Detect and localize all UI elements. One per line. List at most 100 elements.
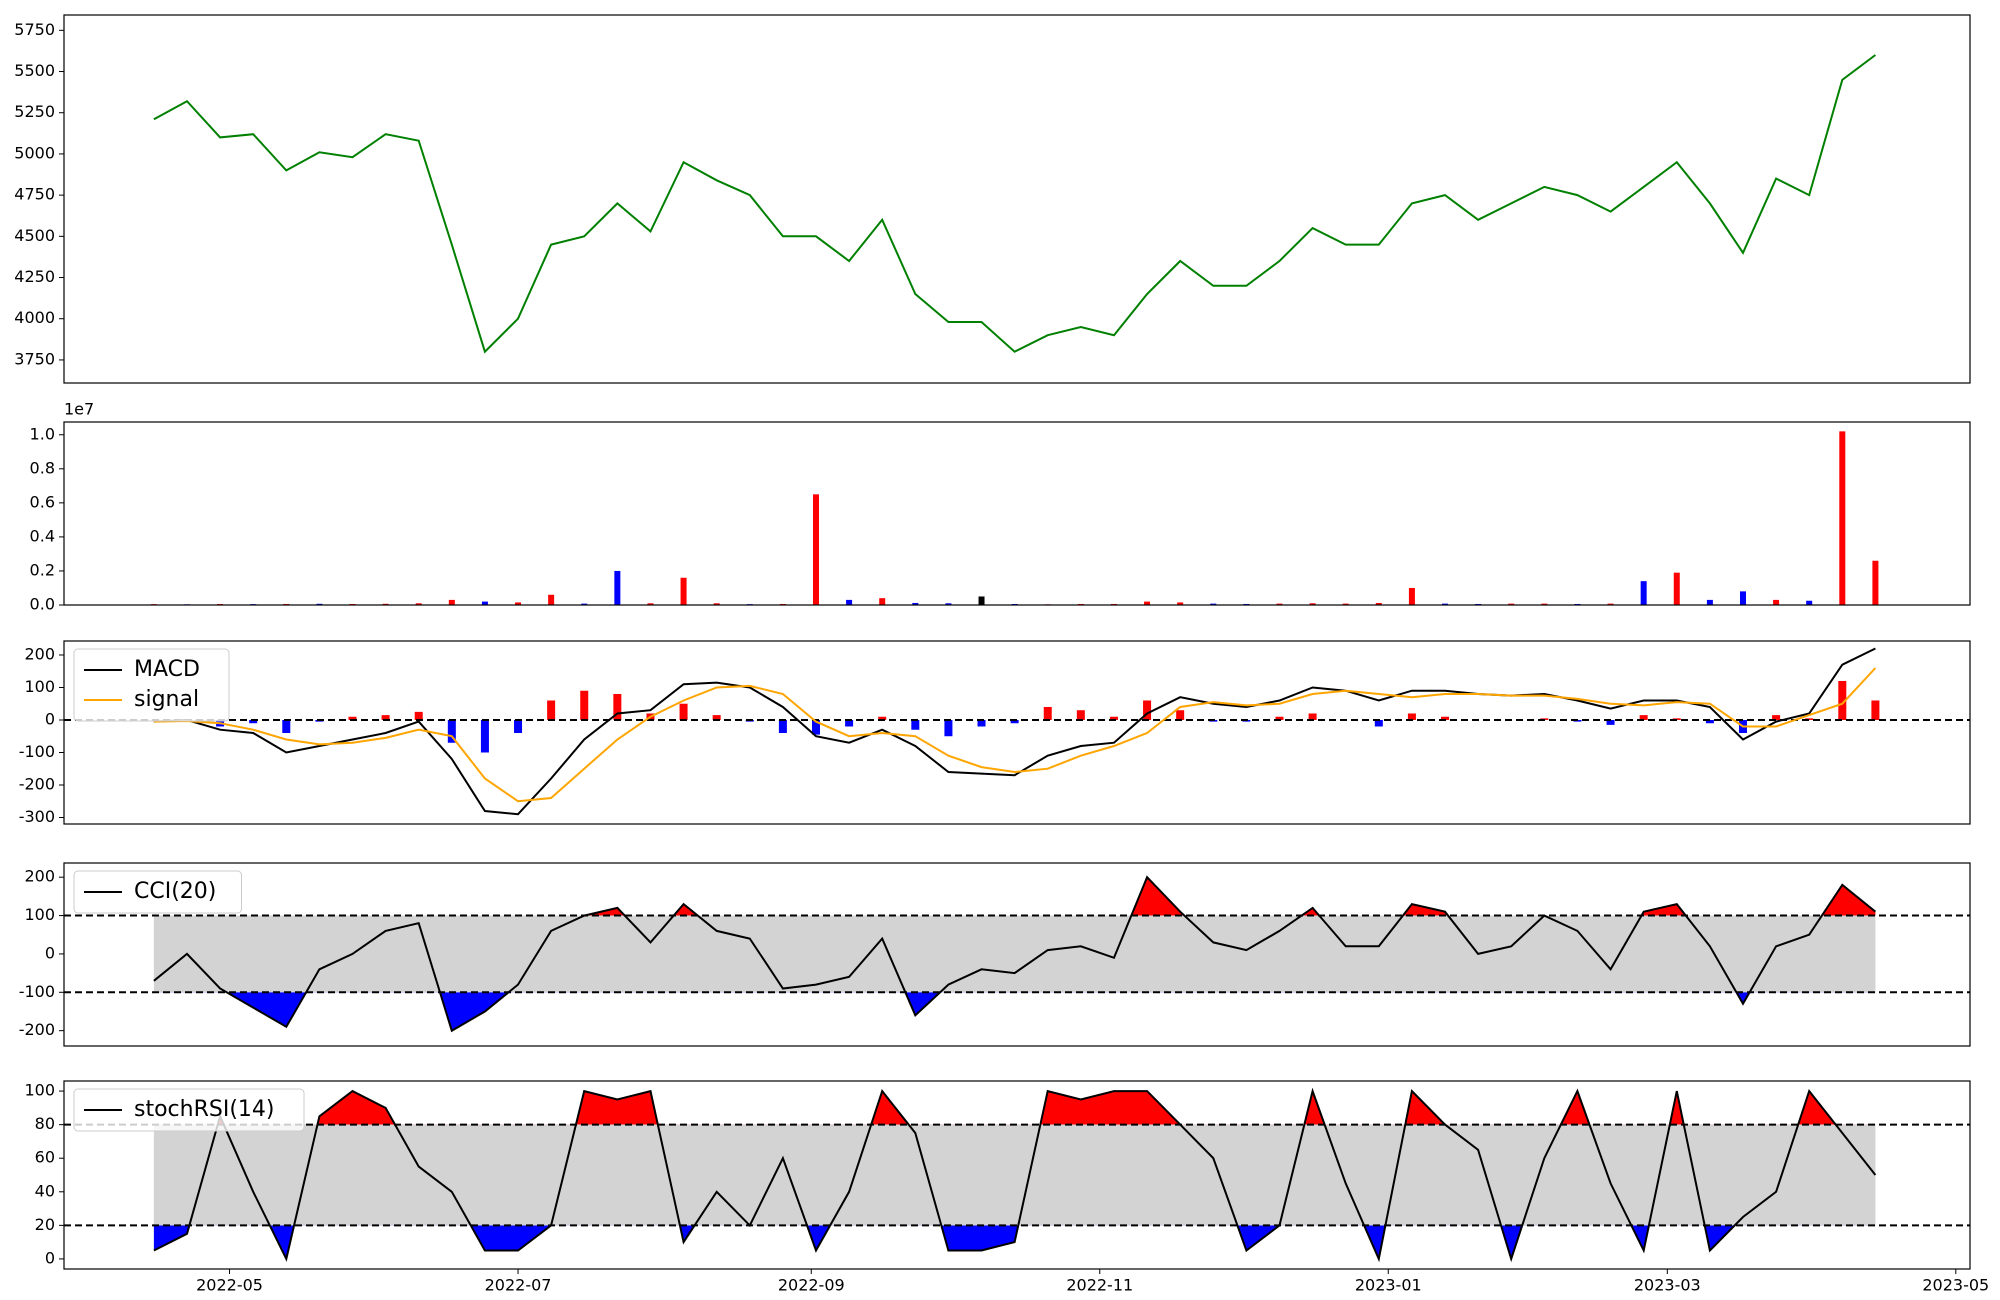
y-tick-label: 100 (24, 677, 55, 696)
histogram-bar (1441, 716, 1450, 720)
y-tick-label: 60 (35, 1148, 55, 1167)
histogram-bar (1043, 706, 1052, 720)
volume-bar (614, 570, 621, 605)
y-tick-label: 0.0 (30, 595, 55, 614)
y-tick-label: 100 (24, 905, 55, 924)
histogram-bar (1176, 710, 1185, 720)
series-line (153, 667, 1877, 803)
y-tick-label: 4500 (14, 226, 55, 245)
histogram-bar (778, 719, 787, 733)
axes-frame (63, 1080, 1971, 1270)
axes-frame (63, 421, 1971, 606)
histogram-bar (1308, 713, 1317, 720)
legend-label: signal (134, 687, 199, 712)
histogram-bar (1871, 700, 1880, 720)
x-tick-label: 2022-07 (485, 1276, 552, 1295)
axes-frame (63, 862, 1971, 1047)
y-tick-label: -100 (19, 982, 55, 1001)
y-tick-label: 4000 (14, 308, 55, 327)
volume-bar (647, 603, 654, 605)
volume-bar (912, 602, 919, 605)
histogram-bar (1407, 713, 1416, 720)
x-tick-label: 2022-11 (1066, 1276, 1133, 1295)
volume-bar (548, 594, 555, 605)
axes-frame (63, 640, 1971, 825)
histogram-bar (613, 693, 622, 720)
y-tick-label: 20 (35, 1215, 55, 1234)
y-tick-label: 4750 (14, 185, 55, 204)
volume-bar (1442, 603, 1449, 605)
extreme-fill (153, 1091, 1876, 1125)
series-line (153, 54, 1876, 354)
y-tick-label: -300 (19, 807, 55, 826)
volume-bar (1706, 599, 1713, 605)
series-line (153, 647, 1876, 816)
y-tick-label: 1.0 (30, 424, 55, 443)
legend-label: stochRSI(14) (134, 1097, 275, 1122)
histogram-bar (547, 700, 556, 720)
legend-label: MACD (134, 657, 200, 682)
volume-bar (1375, 602, 1382, 605)
extreme-fill (153, 1225, 1876, 1259)
volume-bar (1806, 600, 1813, 605)
x-tick-label: 2022-09 (778, 1276, 845, 1295)
volume-bar (1342, 603, 1349, 605)
volume-bar (1739, 591, 1746, 605)
volume-bar (1408, 587, 1415, 605)
volume-bar (879, 598, 886, 605)
legend-box (73, 1088, 305, 1132)
volume-bar (1309, 603, 1316, 605)
histogram-bar (878, 716, 887, 720)
panel: 0.0 0.2 0.4 0.6 0.8 1.0 1e7 (30, 400, 1971, 614)
plot-area (153, 54, 1876, 354)
y-tick-label: 5250 (14, 102, 55, 121)
histogram-bar (944, 719, 953, 737)
y-tick-label: 3750 (14, 349, 55, 368)
y-tick-label: 0.2 (30, 560, 55, 579)
histogram-bar (977, 719, 986, 727)
histogram-bar (1772, 715, 1781, 720)
y-tick-label: 100 (24, 1081, 55, 1100)
y-tick-label: 0.4 (30, 526, 55, 545)
histogram-bar (1705, 719, 1714, 724)
x-tick-label: 2023-01 (1355, 1276, 1422, 1295)
panel: -300 -200 -100 0 100 200 MACD signal (19, 640, 1971, 826)
volume-bar (945, 603, 952, 605)
histogram-bar (447, 719, 456, 743)
y-tick-label: 5000 (14, 143, 55, 162)
volume-bar (1773, 599, 1780, 605)
volume-bar (415, 603, 422, 605)
volume-bar (812, 494, 819, 605)
y-tick-label: -200 (19, 774, 55, 793)
volume-bar (581, 603, 588, 605)
histogram-bar (1109, 716, 1118, 720)
histogram-bar (1805, 718, 1814, 720)
x-tick-label: 2023-05 (1922, 1276, 1989, 1295)
histogram-bar (911, 719, 920, 730)
y-tick-label: 0 (45, 709, 55, 728)
legend-label: CCI(20) (134, 879, 216, 904)
plot-area (64, 875, 1970, 1033)
y-tick-label: 5500 (14, 61, 55, 80)
volume-bar (1508, 603, 1515, 605)
histogram-bar (348, 716, 357, 720)
y-tick-label: -100 (19, 742, 55, 761)
x-tick-label: 2023-03 (1634, 1276, 1701, 1295)
histogram-bar (1374, 719, 1383, 727)
volume-bar (1673, 572, 1680, 605)
plot-area (150, 431, 1879, 605)
panel: 3750 4000 4250 4500 4750 5000 5250 5500 5750 (14, 14, 1971, 384)
volume-bar (1872, 560, 1879, 605)
histogram-bar (414, 711, 423, 720)
histogram-bar (1010, 719, 1019, 724)
volume-bar (1144, 601, 1151, 605)
volume-bar (515, 602, 522, 605)
panel: 0 20 40 60 80 100 2022-05 2022-07 2022-09 2022-11… (24, 1080, 1989, 1295)
axes-frame (63, 14, 1971, 384)
legend-box (73, 648, 230, 722)
y-tick-label: 4250 (14, 267, 55, 286)
volume-bar (846, 599, 853, 605)
y-tick-label: 200 (24, 644, 55, 663)
panel: -200 -100 0 100 200 CCI(20) (19, 862, 1971, 1047)
histogram-bar (845, 719, 854, 727)
